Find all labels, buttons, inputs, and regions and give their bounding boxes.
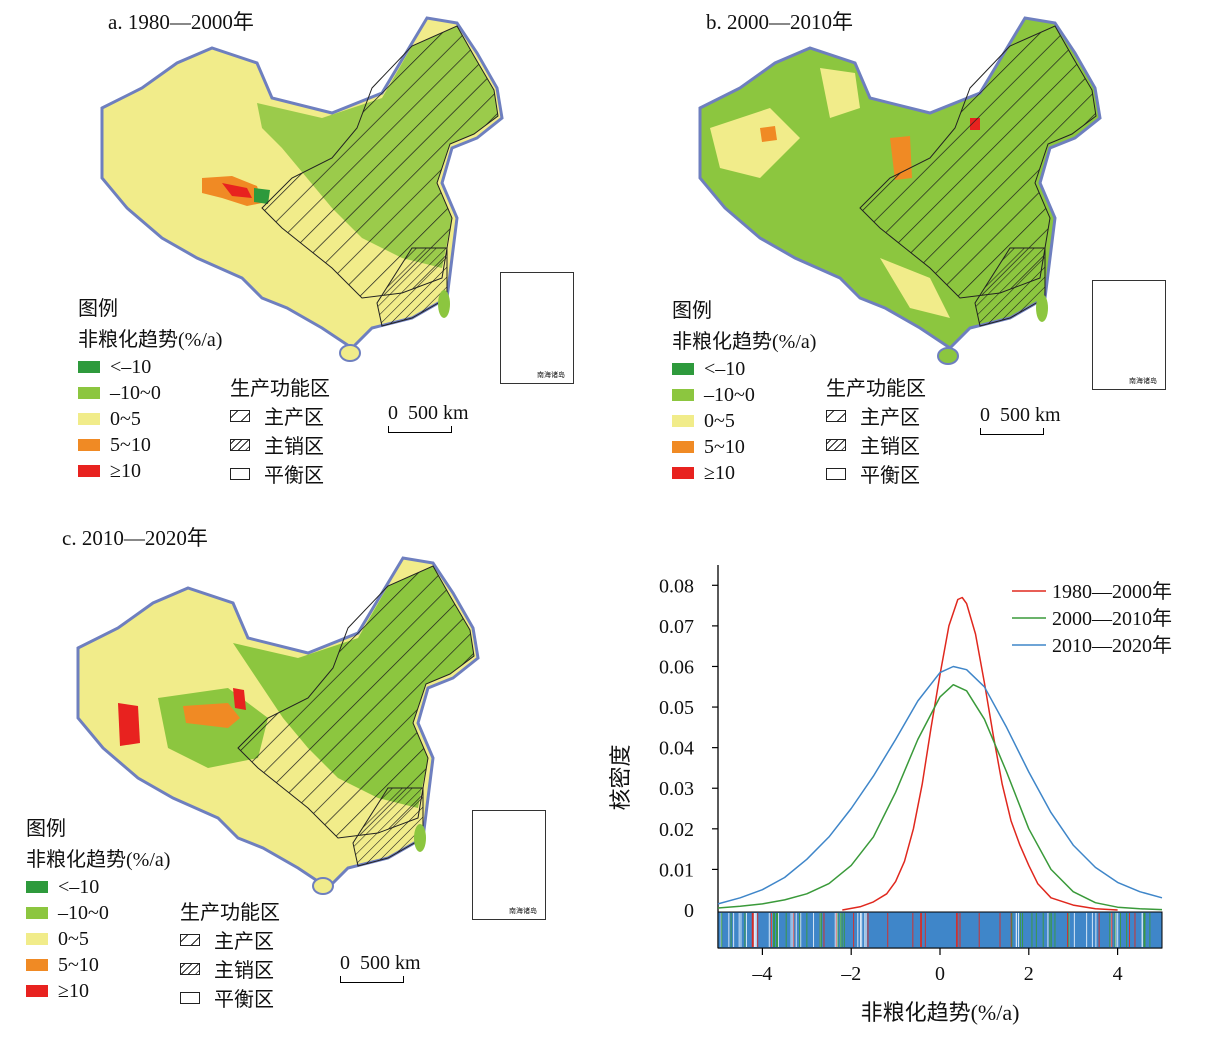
y-tick-label: 0.05	[659, 697, 694, 719]
y-axis-label: 核密度	[608, 744, 633, 810]
zones-legend-a: 生产功能区 主产区 主销区 平衡区	[230, 378, 330, 487]
legend-b: 图例 非粮化趋势(%/a) <–10 –10~0 0~5 5~10 ≥10	[672, 300, 817, 484]
inset-south-china-sea-a: 南海诸岛	[500, 272, 574, 384]
red-spot	[222, 183, 252, 198]
rug-plot	[717, 911, 1163, 949]
y-tick-label: 0.01	[659, 859, 694, 881]
panel-c-title: c. 2010—2020年	[62, 526, 208, 550]
scalebar-c: 0 500 km	[340, 952, 421, 983]
chart-title: d. 核密度曲线	[706, 555, 832, 556]
scalebar-a: 0 500 km	[388, 402, 469, 433]
y-tick-label: 0	[684, 900, 694, 922]
legend-label: 2000—2010年	[1052, 607, 1172, 630]
y-tick-label: 0.06	[659, 656, 694, 678]
legend-a: 图例 非粮化趋势(%/a) <–10 –10~0 0~5 5~10 ≥10	[78, 298, 223, 482]
inset-south-china-sea-c: 南海诸岛	[472, 810, 546, 920]
zones-legend-c: 生产功能区 主产区 主销区 平衡区	[180, 902, 280, 1011]
scalebar-b: 0 500 km	[980, 404, 1061, 435]
hainan	[339, 344, 361, 362]
sales-zone-hatch	[376, 247, 448, 327]
inset-south-china-sea-b: 南海诸岛	[1092, 280, 1166, 390]
legend-label: 1980—2000年	[1052, 580, 1172, 603]
sales-zone-hatch	[352, 787, 424, 867]
x-tick-label: –4	[751, 963, 772, 985]
map-panel-b	[698, 16, 1102, 365]
legend-label: 2010—2020年	[1052, 634, 1172, 657]
taiwan	[414, 824, 426, 852]
legend-c: 图例 非粮化趋势(%/a) <–10 –10~0 0~5 5~10 ≥10	[26, 818, 171, 1002]
map-panel-a	[100, 16, 504, 362]
y-tick-label: 0.08	[659, 575, 694, 597]
x-tick-label: 0	[935, 963, 945, 985]
y-tick-label: 0.07	[659, 616, 694, 638]
y-tick-label: 0.03	[659, 778, 694, 800]
taiwan	[1036, 294, 1048, 322]
kernel-density-chart: d. 核密度曲线 0 0.01 0.02 0.03 0.04 0.05 0.06 0.07 0.0…	[608, 555, 1172, 1025]
red-patch-2	[233, 688, 246, 710]
x-tick-label: 4	[1113, 963, 1123, 985]
sales-zone-hatch	[974, 247, 1046, 327]
taiwan	[438, 290, 450, 318]
x-tick-label: –2	[840, 963, 861, 985]
y-tick-label: 0.04	[659, 738, 694, 760]
series-line-1	[842, 596, 1118, 911]
map-panel-c	[76, 556, 480, 895]
x-tick-label: 2	[1024, 963, 1034, 985]
series-line-3	[717, 665, 1163, 905]
zones-legend-b: 生产功能区 主产区 主销区 平衡区	[826, 378, 926, 487]
y-tick-label: 0.02	[659, 819, 694, 841]
hainan	[937, 347, 959, 365]
panel-a-title: a. 1980—2000年	[108, 10, 254, 34]
x-axis-label: 非粮化趋势(%/a)	[861, 1000, 1020, 1025]
hainan	[312, 877, 334, 895]
red-patch	[118, 703, 140, 746]
series-line-2	[717, 683, 1163, 911]
dark-green-spot	[254, 188, 270, 204]
panel-b-title: b. 2000—2010年	[706, 10, 853, 34]
orange-patch	[183, 703, 240, 728]
